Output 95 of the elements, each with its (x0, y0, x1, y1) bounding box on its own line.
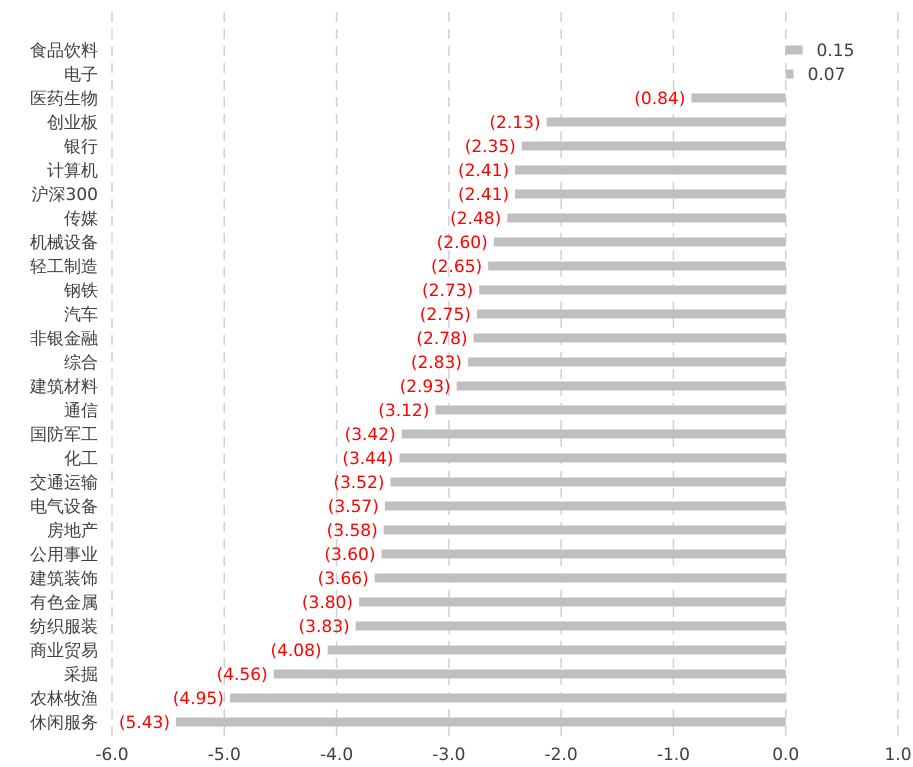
bar (230, 694, 786, 702)
bar (488, 262, 786, 270)
y-tick-label: 传媒 (64, 209, 98, 229)
data-label: (2.41) (458, 185, 510, 205)
x-tick-label: -2.0 (544, 745, 578, 765)
x-tick-label: -6.0 (95, 745, 129, 765)
y-tick-label: 有色金属 (30, 593, 98, 613)
bar (479, 286, 786, 294)
y-tick-label: 计算机 (47, 161, 98, 181)
data-label: (2.35) (464, 137, 516, 157)
data-label: (3.52) (333, 473, 384, 493)
y-tick-label: 沪深300 (32, 185, 98, 205)
data-label: (2.75) (420, 305, 471, 325)
data-label: (2.83) (410, 353, 462, 373)
y-tick-label: 食品饮料 (30, 41, 98, 61)
bar (381, 550, 786, 558)
data-label: 0.15 (816, 41, 854, 61)
bar (494, 238, 786, 246)
data-label: (2.78) (416, 329, 468, 349)
x-tick-label: 0.0 (772, 745, 800, 765)
data-label: (3.42) (344, 425, 396, 445)
y-tick-label: 非银金融 (30, 329, 98, 349)
bar (456, 382, 786, 390)
bar (474, 334, 786, 342)
data-label: (3.12) (378, 401, 430, 421)
bar (522, 142, 786, 150)
data-label: (3.58) (326, 521, 378, 541)
data-label: (2.93) (400, 377, 451, 397)
data-label: (0.84) (634, 89, 686, 109)
y-tick-label: 建筑材料 (29, 377, 98, 397)
y-tick-label: 房地产 (47, 521, 98, 541)
bar (402, 430, 786, 438)
data-label: (3.83) (298, 617, 350, 637)
y-tick-label: 综合 (64, 353, 98, 373)
data-label: (4.95) (172, 689, 224, 709)
data-label: (2.41) (458, 161, 510, 181)
bar (507, 214, 786, 222)
y-tick-label: 电子 (64, 65, 98, 85)
x-tick-label: -4.0 (320, 745, 354, 765)
bar (515, 190, 786, 198)
x-tick-label: -5.0 (208, 745, 241, 765)
bar (435, 406, 786, 414)
bar (274, 670, 786, 678)
bar (356, 622, 786, 630)
bar (399, 454, 786, 462)
bar (374, 574, 786, 582)
data-label: 0.07 (808, 65, 846, 85)
y-tick-label: 化工 (64, 449, 98, 469)
y-tick-label: 农林牧渔 (30, 689, 98, 709)
bar (176, 718, 786, 726)
y-tick-label: 交通运输 (30, 473, 98, 493)
data-label: (2.13) (489, 113, 541, 133)
y-tick-label: 汽车 (64, 305, 98, 325)
data-label: (2.65) (431, 257, 482, 277)
y-tick-label: 纺织服装 (30, 617, 98, 637)
bar (546, 118, 786, 126)
y-tick-label: 轻工制造 (30, 257, 98, 277)
data-label: (3.66) (318, 569, 369, 589)
y-tick-label: 国防军工 (30, 425, 98, 445)
y-tick-label: 机械设备 (30, 233, 98, 253)
y-tick-label: 电气设备 (30, 497, 98, 517)
bar (468, 358, 786, 366)
data-label: (2.73) (422, 281, 474, 301)
data-label: (3.60) (324, 545, 376, 565)
data-label: (3.44) (342, 449, 394, 469)
y-tick-label: 公用事业 (30, 545, 98, 565)
bar (691, 94, 786, 102)
bar (515, 166, 786, 174)
data-label: (2.60) (436, 233, 488, 253)
data-label: (4.56) (216, 665, 268, 685)
y-tick-label: 采掘 (64, 665, 98, 685)
data-label: (3.80) (302, 593, 354, 613)
bar (359, 598, 786, 606)
data-label: (4.08) (270, 641, 322, 661)
data-label: (5.43) (118, 713, 170, 733)
y-tick-label: 商业贸易 (30, 641, 98, 661)
bar (476, 310, 786, 318)
y-tick-label: 银行 (63, 137, 98, 157)
y-tick-label: 休闲服务 (30, 713, 98, 733)
y-tick-label: 建筑装饰 (29, 569, 98, 589)
bar (786, 70, 794, 78)
y-tick-label: 通信 (64, 401, 98, 421)
x-tick-label: 1.0 (884, 745, 912, 765)
bar (384, 502, 786, 510)
y-tick-label: 创业板 (47, 113, 98, 133)
y-tick-label: 医药生物 (30, 89, 98, 109)
data-label: (3.57) (328, 497, 379, 517)
bar (390, 478, 786, 486)
bar (328, 646, 786, 654)
bar (786, 46, 803, 54)
x-tick-label: -1.0 (656, 745, 690, 765)
data-label: (2.48) (450, 209, 502, 229)
y-tick-label: 钢铁 (63, 281, 98, 301)
x-tick-label: -3.0 (432, 745, 466, 765)
bar (384, 526, 786, 534)
